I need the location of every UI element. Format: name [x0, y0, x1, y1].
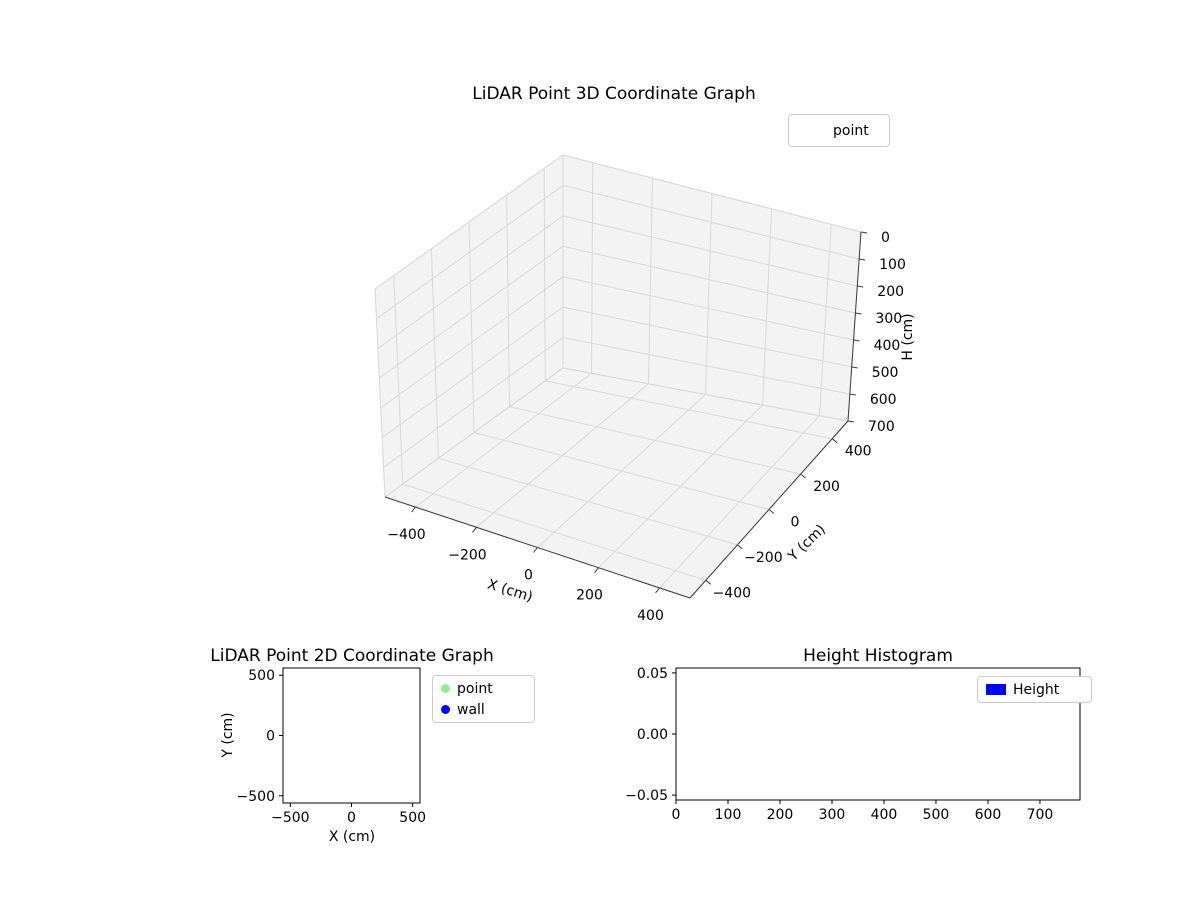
legend-3d: point: [788, 114, 890, 147]
title-2d-chart: LiDAR Point 2D Coordinate Graph: [210, 646, 494, 666]
y-tick-label-3d: 400: [845, 444, 872, 460]
hist-x-tick-label: 500: [923, 807, 950, 823]
grid-line-x: [705, 193, 713, 395]
hist-y-tick-label: −0.05: [625, 788, 668, 804]
hist-x-tick-label: 400: [871, 807, 898, 823]
y-tick-label-3d: −400: [713, 585, 751, 601]
z-tick-3d: [851, 366, 858, 369]
scatter2d-x-tick-label: 500: [399, 810, 426, 826]
hist-x-tick-label: 100: [715, 807, 742, 823]
legend-2d-entry-wall: wall: [441, 699, 526, 720]
scatter2d-y-tick-label: 0: [266, 729, 275, 745]
height-patch-icon: [986, 684, 1006, 695]
z-tick-label-3d: 0: [881, 230, 890, 246]
grid-line-x: [659, 415, 820, 589]
z-tick-label-3d: 700: [868, 419, 895, 435]
z-tick-label-3d: 300: [875, 311, 902, 327]
grid-line-x: [819, 224, 832, 416]
z-axis-label-3d: H (cm): [900, 313, 916, 361]
title-histogram: Height Histogram: [803, 646, 953, 666]
legend-histogram-entry-height: Height: [986, 679, 1083, 700]
grid-line-x: [415, 372, 592, 508]
grid-line-y: [468, 221, 475, 433]
x-axis-label-2d: X (cm): [328, 829, 376, 845]
z-tick-3d: [853, 339, 860, 342]
legend-histogram: Height: [977, 676, 1092, 703]
z-tick-3d: [857, 285, 864, 288]
hist-y-tick-label: 0.00: [637, 727, 668, 743]
y-tick-3d: [768, 509, 775, 514]
legend-3d-entry-point: point: [797, 120, 881, 141]
scatter2d-x-tick-label: −500: [271, 810, 309, 826]
y-axis-label-2d: Y (cm): [220, 712, 236, 758]
grid-line-x: [648, 178, 653, 384]
hist-x-tick-label: 300: [819, 807, 846, 823]
point-marker-icon: [441, 684, 450, 693]
y-tick-3d: [737, 544, 743, 550]
y-tick-label-3d: −200: [744, 550, 782, 566]
z-tick-label-3d: 100: [879, 257, 906, 273]
grid-line-x: [762, 208, 773, 406]
x-tick-label-3d: 0: [524, 568, 533, 584]
hist-y-tick-label: 0.05: [637, 666, 668, 682]
z-tick-3d: [847, 420, 855, 423]
x-tick-label-3d: 400: [637, 608, 664, 624]
legend-2d: point wall: [432, 675, 535, 723]
legend-2d-wall-label: wall: [457, 701, 485, 718]
x-tick-3d: [472, 526, 477, 533]
scatter2d-y-tick-label: 500: [248, 668, 275, 684]
x-tick-label-3d: 200: [576, 588, 603, 604]
scatter2d-frame: [282, 667, 421, 804]
y-tick-label-3d: 0: [791, 515, 800, 531]
y-tick-3d: [800, 473, 806, 479]
title-3d-chart: LiDAR Point 3D Coordinate Graph: [472, 84, 756, 104]
y-tick-3d: [831, 438, 838, 444]
z-tick-3d: [859, 258, 866, 261]
hist-x-tick-label: 0: [672, 807, 681, 823]
z-tick-label-3d: 400: [874, 338, 901, 354]
x-tick-3d: [533, 547, 538, 553]
z-tick-label-3d: 200: [877, 284, 904, 300]
grid-line-y: [393, 275, 404, 485]
z-tick-3d: [849, 393, 856, 396]
y-tick-label-3d: 200: [813, 479, 840, 495]
legend-2d-entry-point: point: [441, 678, 526, 699]
x-tick-label-3d: −400: [387, 527, 425, 543]
z-tick-label-3d: 500: [872, 365, 899, 381]
grid-line-x: [598, 404, 763, 569]
z-tick-3d: [860, 231, 868, 234]
z-axis-line-3d: [847, 231, 862, 422]
grid-line-x: [476, 383, 649, 528]
scatter2d-y-tick-label: −500: [237, 789, 275, 805]
grid-line-x: [591, 162, 594, 374]
scatter2d-x-tick-label: 0: [347, 810, 356, 826]
x-tick-3d: [655, 587, 660, 594]
hist-x-tick-label: 200: [767, 807, 794, 823]
x-tick-3d: [594, 567, 599, 574]
grid-line-y: [430, 248, 439, 459]
legend-histogram-height-label: Height: [1013, 681, 1060, 698]
hist-x-tick-label: 600: [975, 807, 1002, 823]
x-tick-3d: [411, 506, 416, 513]
y-tick-3d: [705, 579, 712, 585]
z-tick-label-3d: 600: [870, 392, 897, 408]
wall-marker-icon: [441, 705, 450, 714]
grid-line-x: [537, 394, 706, 548]
grid-line-y: [543, 168, 546, 381]
grid-line-y: [506, 195, 511, 407]
legend-2d-point-label: point: [457, 680, 493, 697]
x-tick-label-3d: −200: [448, 547, 486, 563]
z-tick-3d: [855, 312, 862, 315]
legend-3d-point-label: point: [833, 122, 869, 139]
hist-x-tick-label: 700: [1027, 807, 1054, 823]
